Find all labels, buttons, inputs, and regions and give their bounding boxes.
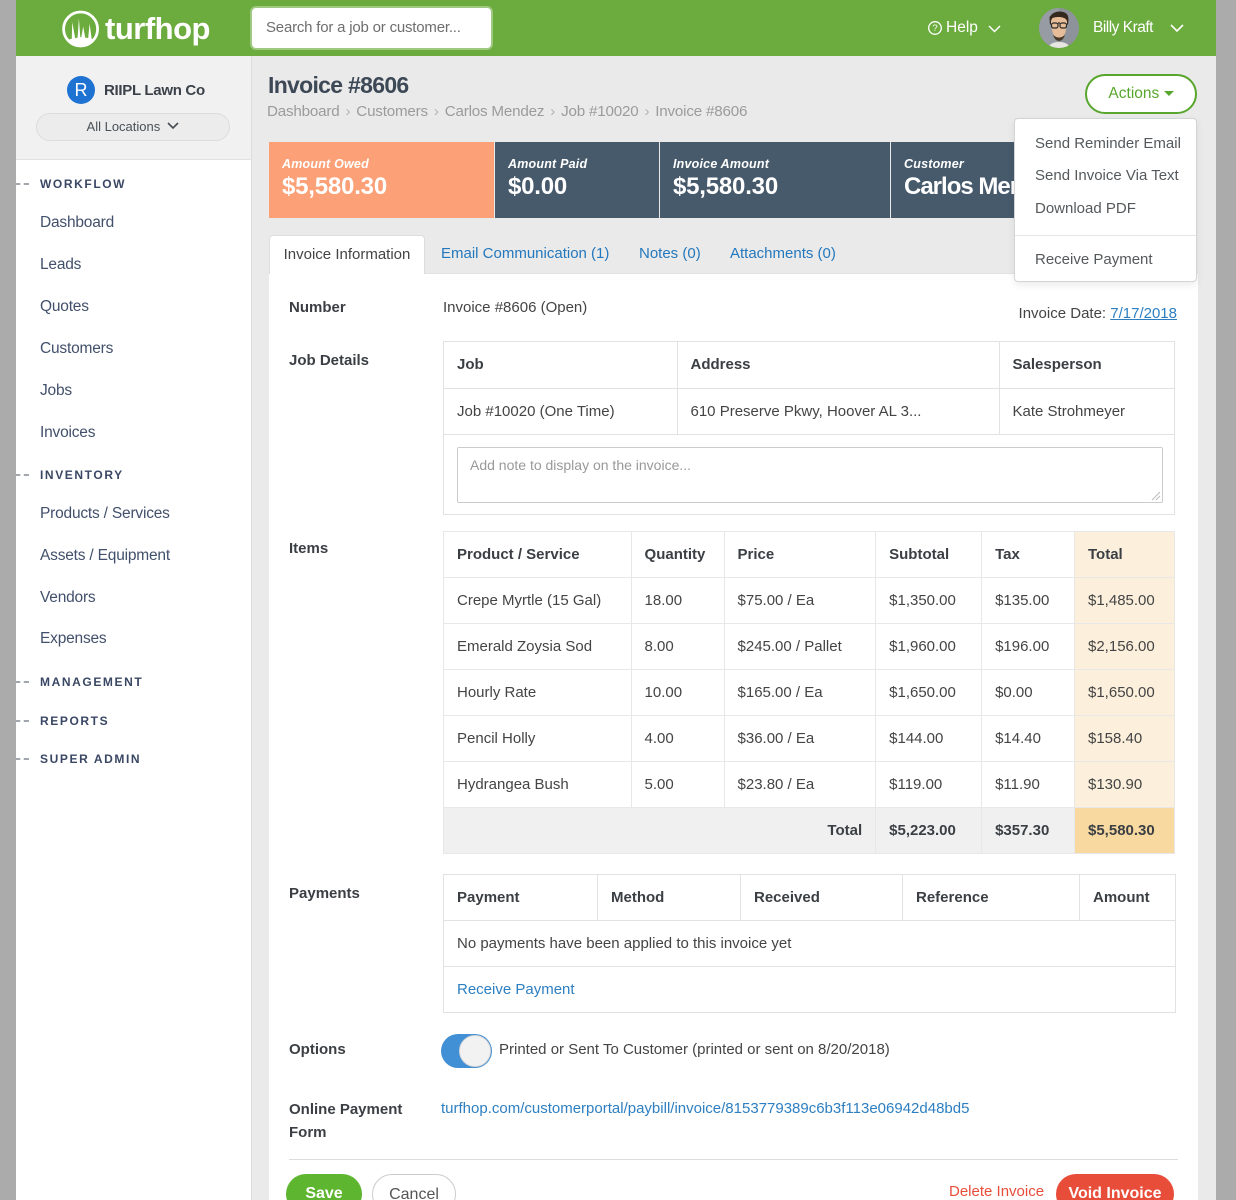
svg-text:?: ? bbox=[932, 23, 937, 34]
